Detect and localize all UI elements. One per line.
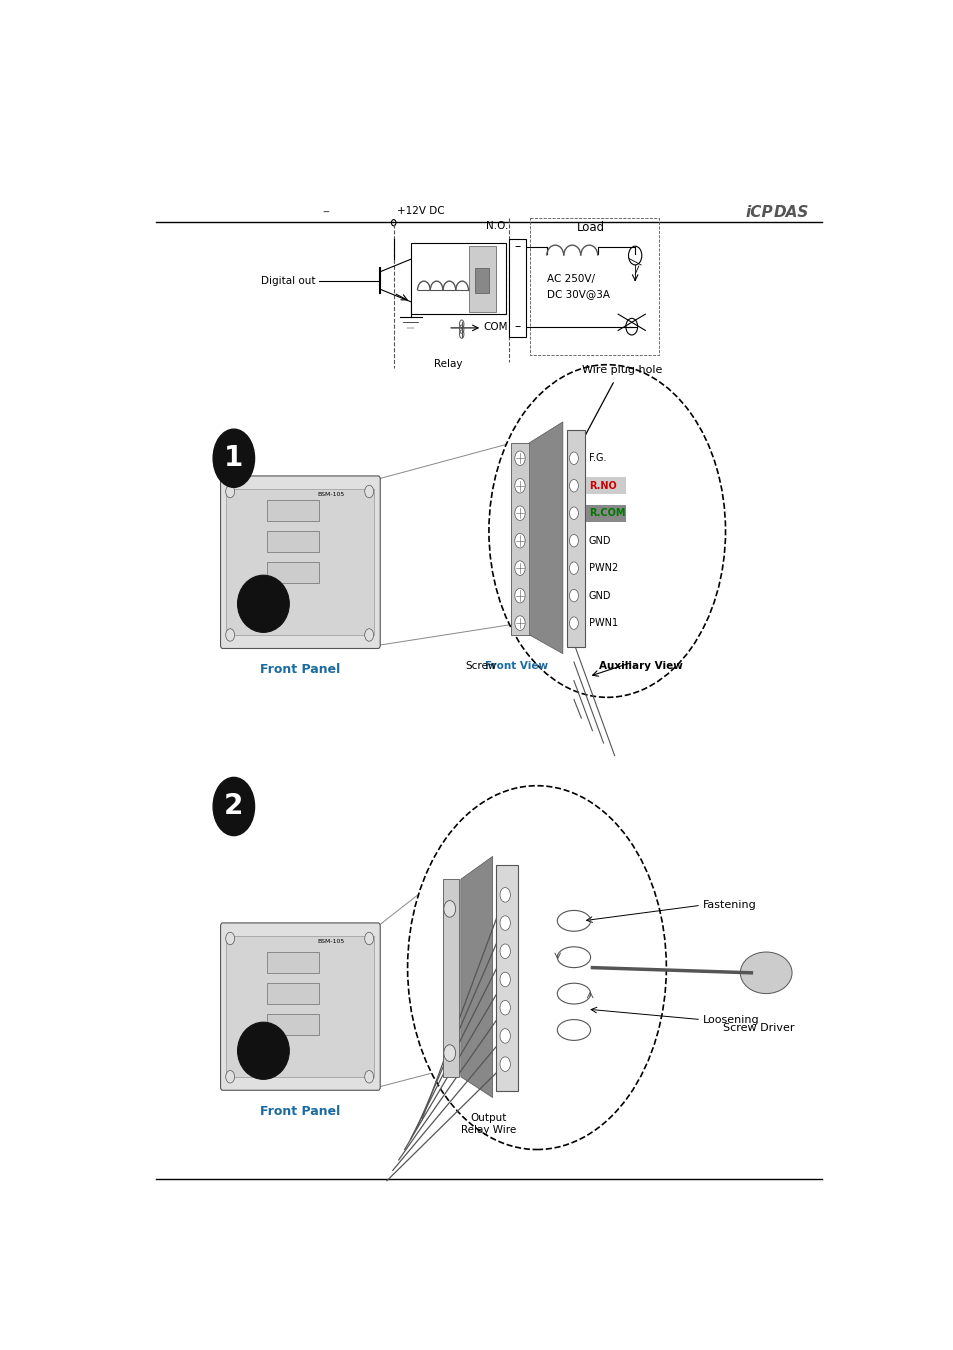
Circle shape xyxy=(488,364,724,698)
Text: –: – xyxy=(515,320,520,333)
Bar xyxy=(475,269,488,293)
Text: R.NO: R.NO xyxy=(588,481,616,491)
Text: BSM-105: BSM-105 xyxy=(317,938,345,944)
Circle shape xyxy=(515,560,524,575)
Circle shape xyxy=(569,562,578,574)
Circle shape xyxy=(226,933,234,945)
Bar xyxy=(267,562,318,583)
Circle shape xyxy=(364,629,374,641)
FancyBboxPatch shape xyxy=(220,477,380,648)
Circle shape xyxy=(226,1071,234,1083)
Text: GND: GND xyxy=(588,536,611,545)
Bar xyxy=(267,500,318,521)
Circle shape xyxy=(515,478,524,493)
Text: N.O.: N.O. xyxy=(486,221,508,231)
Circle shape xyxy=(499,1000,510,1015)
Ellipse shape xyxy=(237,575,289,632)
Circle shape xyxy=(515,589,524,603)
Text: GND: GND xyxy=(588,590,611,601)
Bar xyxy=(496,865,518,1091)
Circle shape xyxy=(515,451,524,466)
Circle shape xyxy=(499,1029,510,1044)
Circle shape xyxy=(213,778,254,836)
Circle shape xyxy=(499,887,510,902)
Circle shape xyxy=(407,786,665,1150)
Text: PWN1: PWN1 xyxy=(588,618,618,628)
Bar xyxy=(411,243,505,315)
Circle shape xyxy=(569,479,578,491)
Text: Relay: Relay xyxy=(434,359,462,369)
Text: F.G.: F.G. xyxy=(588,454,605,463)
Bar xyxy=(267,1014,318,1035)
Text: COM: COM xyxy=(483,321,507,332)
Circle shape xyxy=(499,944,510,958)
Circle shape xyxy=(213,429,254,487)
Circle shape xyxy=(569,508,578,520)
Text: Load: Load xyxy=(577,221,604,235)
Polygon shape xyxy=(529,421,562,653)
Circle shape xyxy=(443,1045,456,1061)
Circle shape xyxy=(515,533,524,548)
Text: +12V DC: +12V DC xyxy=(397,207,444,216)
Text: R.COM: R.COM xyxy=(588,508,624,518)
Bar xyxy=(468,246,496,312)
Text: Screw: Screw xyxy=(465,662,497,671)
Text: 1: 1 xyxy=(224,444,243,472)
Bar xyxy=(566,431,584,648)
Circle shape xyxy=(569,452,578,464)
Circle shape xyxy=(499,972,510,987)
Text: Front Panel: Front Panel xyxy=(260,663,340,676)
Circle shape xyxy=(569,590,578,602)
Circle shape xyxy=(364,1071,374,1083)
Circle shape xyxy=(364,485,374,498)
Circle shape xyxy=(226,629,234,641)
Text: Fastening: Fastening xyxy=(702,900,757,910)
Text: –: – xyxy=(515,240,520,254)
Text: –: – xyxy=(322,207,330,220)
Bar xyxy=(267,983,318,1004)
Bar xyxy=(226,937,374,1077)
Circle shape xyxy=(569,617,578,629)
FancyBboxPatch shape xyxy=(220,923,380,1091)
Bar xyxy=(267,952,318,973)
Text: Wire plug hole: Wire plug hole xyxy=(581,364,661,375)
Text: AC 250V/: AC 250V/ xyxy=(546,274,594,285)
Text: iCP: iCP xyxy=(745,205,773,220)
Text: 2: 2 xyxy=(224,792,243,821)
Text: Loosening: Loosening xyxy=(702,1015,760,1025)
Ellipse shape xyxy=(740,952,791,994)
Text: PWN2: PWN2 xyxy=(588,563,618,574)
Circle shape xyxy=(515,616,524,630)
Text: Front View: Front View xyxy=(484,662,547,671)
Bar xyxy=(511,443,529,634)
Text: Front Panel: Front Panel xyxy=(260,1104,340,1118)
Text: DAS: DAS xyxy=(773,205,808,220)
Polygon shape xyxy=(460,856,492,1098)
Bar xyxy=(226,490,374,634)
Text: Digital out: Digital out xyxy=(260,275,314,285)
Text: BSM-105: BSM-105 xyxy=(317,491,345,497)
Bar xyxy=(267,531,318,552)
Text: Screw Driver: Screw Driver xyxy=(722,1023,794,1033)
Text: Output
Relay Wire: Output Relay Wire xyxy=(461,1114,516,1135)
Circle shape xyxy=(499,1057,510,1072)
Circle shape xyxy=(364,933,374,945)
Bar xyxy=(442,879,459,1077)
Circle shape xyxy=(226,485,234,498)
Text: Auxiliary View: Auxiliary View xyxy=(598,662,681,671)
Circle shape xyxy=(443,900,456,917)
Circle shape xyxy=(499,915,510,930)
Circle shape xyxy=(569,535,578,547)
Text: DC 30V@3A: DC 30V@3A xyxy=(546,289,609,300)
Bar xyxy=(585,478,626,494)
Circle shape xyxy=(515,506,524,521)
Bar xyxy=(585,505,626,521)
Bar xyxy=(509,239,526,336)
Ellipse shape xyxy=(237,1022,289,1080)
